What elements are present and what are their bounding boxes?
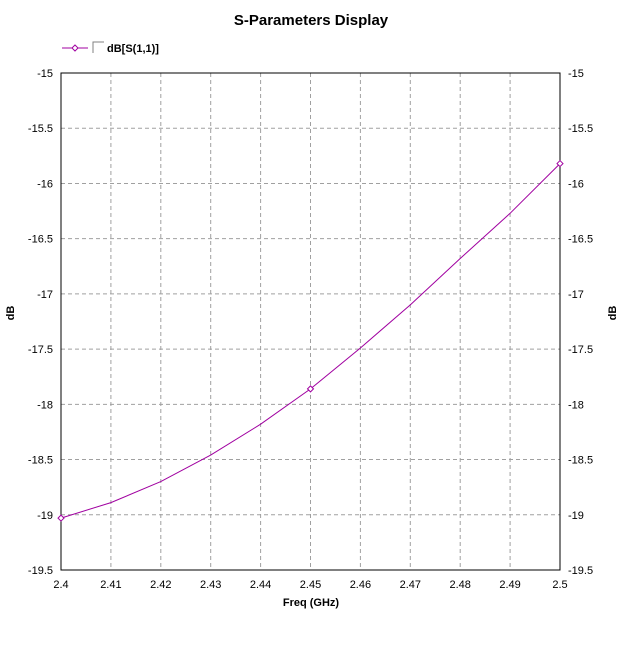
- legend-marker-icon: [71, 44, 79, 52]
- legend-label: dB[S(1,1)]: [107, 43, 159, 55]
- chart-title: S-Parameters Display: [234, 12, 389, 29]
- x-tick-label: 2.42: [150, 579, 171, 591]
- plot-area: [60, 72, 561, 571]
- y-tick-label-left: -17: [37, 289, 53, 301]
- x-tick-label: 2.43: [200, 579, 221, 591]
- y-tick-label-left: -16.5: [28, 234, 53, 246]
- legend-checkbox-icon: [92, 41, 104, 53]
- x-tick-label: 2.5: [552, 579, 567, 591]
- x-axis-ticks: 2.4 2.41 2.42 2.43 2.44 2.45 2.46 2.47 2.48 2.49 2…: [53, 579, 567, 591]
- y-tick-label-left: -18.5: [28, 455, 53, 467]
- y-axis-label-left: dB: [5, 306, 17, 321]
- y-tick-label-right: -19: [568, 510, 584, 522]
- y-axis-right-ticks: -15 -15.5 -16 -16.5 -17 -17.5 -18 -18.5 -19 -19.5: [568, 68, 593, 577]
- y-tick-label-left: -15: [37, 68, 53, 80]
- data-point-marker: [556, 159, 564, 168]
- x-tick-label: 2.49: [499, 579, 520, 591]
- x-tick-label: 2.44: [250, 579, 271, 591]
- x-tick-label: 2.46: [350, 579, 371, 591]
- y-tick-label-left: -15.5: [28, 123, 53, 135]
- y-tick-label-right: -19.5: [568, 565, 593, 577]
- x-tick-label: 2.47: [400, 579, 421, 591]
- y-axis-label-right: dB: [607, 306, 619, 321]
- y-tick-label-right: -18: [568, 399, 584, 411]
- data-point-marker: [306, 385, 315, 393]
- y-tick-label-left: -19: [37, 510, 53, 522]
- y-tick-label-left: -18: [37, 399, 53, 411]
- y-tick-label-left: -19.5: [28, 565, 53, 577]
- x-axis-label: Freq (GHz): [283, 597, 340, 609]
- x-tick-label: 2.41: [100, 579, 121, 591]
- y-tick-label-left: -16: [37, 178, 53, 190]
- legend: dB[S(1,1)]: [62, 41, 159, 55]
- y-tick-label-right: -17: [568, 289, 584, 301]
- y-tick-label-right: -15.5: [568, 123, 593, 135]
- y-axis-left-ticks: -15 -15.5 -16 -16.5 -17 -17.5 -18 -18.5 -19 -19.5: [28, 68, 53, 577]
- y-tick-label-left: -17.5: [28, 344, 53, 356]
- x-tick-label: 2.48: [449, 579, 470, 591]
- y-tick-label-right: -17.5: [568, 344, 593, 356]
- x-tick-label: 2.45: [300, 579, 321, 591]
- y-tick-label-right: -16: [568, 178, 584, 190]
- x-tick-label: 2.4: [53, 579, 68, 591]
- data-point-marker: [57, 514, 65, 522]
- y-tick-label-right: -15: [568, 68, 584, 80]
- y-tick-label-right: -16.5: [568, 234, 593, 246]
- series-layer: [57, 159, 564, 522]
- y-tick-label-right: -18.5: [568, 455, 593, 467]
- grid: [61, 73, 560, 570]
